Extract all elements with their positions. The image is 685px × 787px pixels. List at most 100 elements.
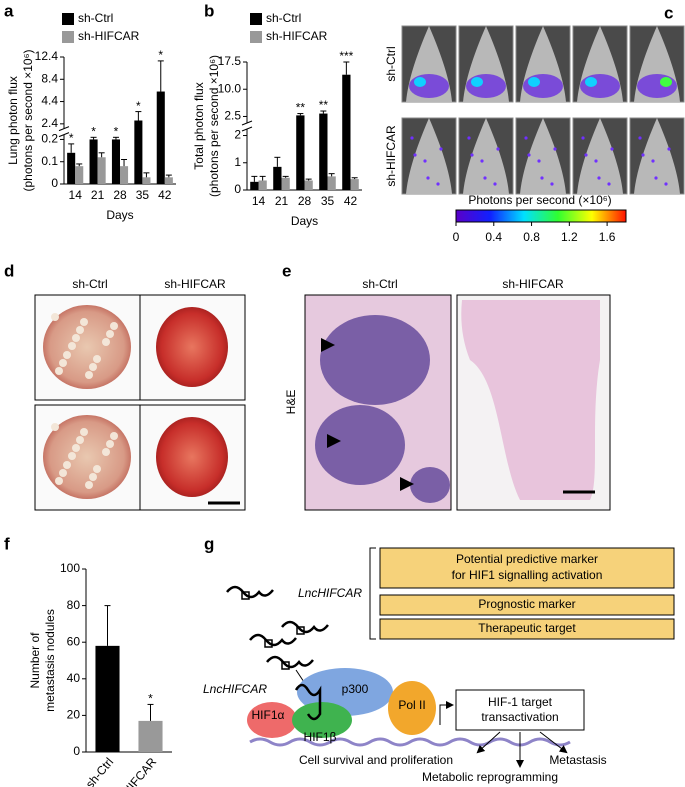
nodule — [68, 342, 76, 350]
x-tick-label: 21 — [275, 194, 289, 208]
axis-break-mark — [241, 126, 253, 132]
lncrna-loop — [264, 639, 273, 648]
lung — [43, 415, 131, 499]
panel-label: g — [204, 534, 214, 553]
signal — [641, 153, 645, 157]
nodule — [102, 338, 110, 346]
nodule — [51, 313, 59, 321]
bar — [342, 74, 351, 190]
bar — [273, 166, 282, 190]
x-tick-label: 42 — [344, 194, 358, 208]
box-text: Prognostic marker — [478, 597, 575, 611]
bar — [327, 176, 336, 190]
arrowhead — [321, 338, 335, 352]
signal — [607, 182, 611, 186]
signal — [651, 159, 655, 163]
x-tick-label: 14 — [252, 194, 266, 208]
target-text: HIF-1 target — [488, 695, 553, 709]
box-text: Potential predictive marker — [456, 552, 598, 566]
lung — [43, 305, 131, 389]
arrow — [539, 731, 568, 754]
arrowhead — [327, 434, 341, 448]
panel-label: a — [4, 1, 14, 20]
panel-label: d — [4, 261, 14, 280]
bar — [258, 180, 267, 190]
nodule — [89, 473, 97, 481]
signal — [496, 147, 500, 151]
x-tick-label: sh-Ctrl — [83, 755, 116, 787]
signal — [410, 136, 414, 140]
signal — [637, 74, 677, 98]
signal — [537, 159, 541, 163]
bar — [138, 720, 163, 752]
y-tick-label: 10.0 — [218, 81, 242, 95]
bar — [75, 166, 84, 184]
tumour — [320, 315, 430, 405]
protein-label: p300 — [342, 682, 369, 696]
y-tick-label: 2.4 — [41, 116, 58, 130]
tumour — [410, 467, 450, 503]
bar — [95, 645, 120, 752]
signal — [409, 74, 449, 98]
nodule — [93, 465, 101, 473]
signal — [528, 77, 540, 87]
nodule — [110, 432, 118, 440]
outcome-label: Cell survival and proliferation — [299, 753, 453, 767]
row-label: sh-HIFCAR — [384, 125, 398, 187]
y-tick-label: 40 — [67, 671, 81, 685]
tumour — [315, 405, 405, 485]
signal — [660, 77, 672, 87]
x-tick-label: 14 — [69, 188, 83, 202]
bar — [89, 139, 98, 184]
legend-label: sh-HIFCAR — [78, 29, 140, 43]
x-tick-label: 21 — [91, 188, 105, 202]
panel-label: c — [664, 3, 673, 22]
lncrna — [294, 683, 322, 721]
bar — [164, 177, 173, 184]
signal — [493, 182, 497, 186]
axis-break-mark — [241, 120, 253, 126]
y-tick-label: 2.5 — [224, 109, 241, 123]
nodule — [55, 477, 63, 485]
nodule — [93, 355, 101, 363]
outcome-box — [379, 547, 675, 589]
protein — [292, 702, 352, 738]
lung — [156, 307, 228, 387]
signal — [597, 176, 601, 180]
signal — [664, 182, 668, 186]
panel-label: b — [204, 1, 214, 20]
legend-swatch — [62, 31, 74, 43]
significance: * — [91, 124, 96, 138]
bar — [319, 113, 328, 190]
signal — [426, 176, 430, 180]
y-tick-label: 2 — [234, 128, 241, 142]
lncrna-loop — [241, 591, 250, 600]
colorbar — [455, 209, 627, 223]
signal — [667, 147, 671, 151]
arrow — [476, 731, 501, 754]
signal — [423, 159, 427, 163]
signal — [581, 136, 585, 140]
legend-swatch — [62, 13, 74, 25]
nodule — [102, 448, 110, 456]
signal — [584, 153, 588, 157]
signal — [527, 153, 531, 157]
bar — [120, 166, 129, 184]
x-tick-label: 42 — [158, 188, 172, 202]
axis-break — [60, 128, 68, 135]
target-text: transactivation — [481, 710, 558, 724]
colorbar-tick-label: 0.8 — [523, 230, 540, 244]
outcome-label: Metastasis — [549, 753, 606, 767]
y-axis-label: metastasis nodules — [43, 609, 57, 712]
signal — [540, 176, 544, 180]
y-tick-label: 0.2 — [41, 132, 58, 146]
outcome-box — [379, 618, 675, 640]
nodule — [76, 436, 84, 444]
signal — [480, 159, 484, 163]
outcome-box — [379, 594, 675, 616]
significance: ** — [319, 98, 329, 112]
y-axis-label: (photons per second ×10⁶) — [21, 49, 35, 191]
significance: ** — [296, 101, 306, 115]
signal — [470, 153, 474, 157]
arrowhead — [400, 477, 414, 491]
